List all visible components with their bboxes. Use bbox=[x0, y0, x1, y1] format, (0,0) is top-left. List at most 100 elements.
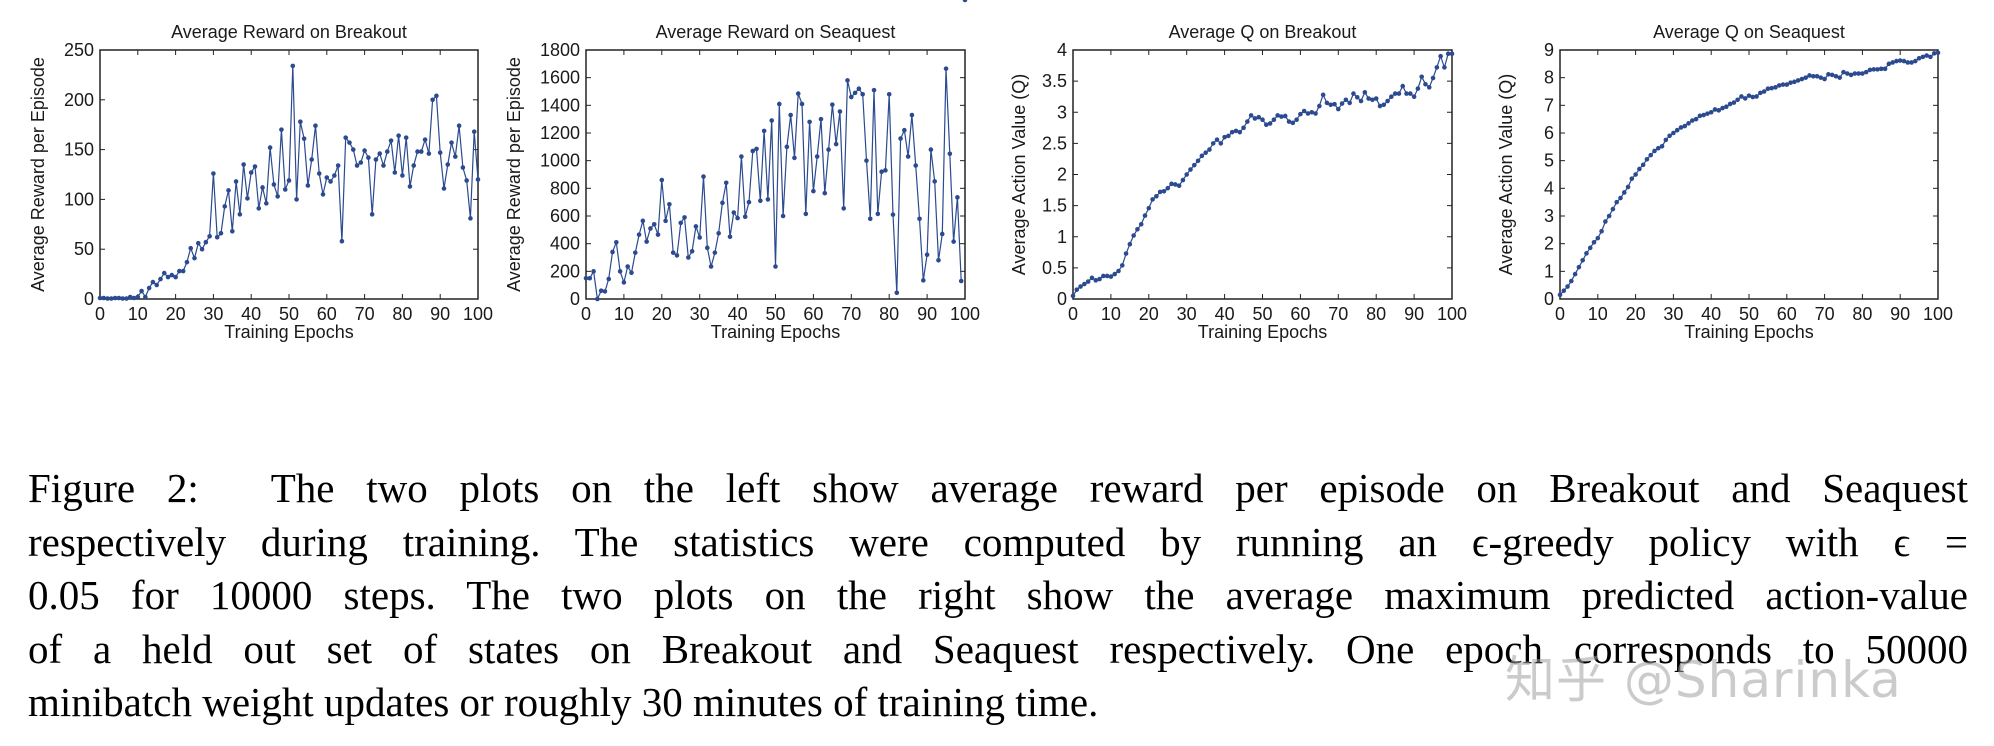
data-point bbox=[1434, 65, 1440, 70]
data-point bbox=[1765, 86, 1771, 92]
data-point bbox=[158, 276, 163, 282]
data-point bbox=[1142, 213, 1148, 218]
data-point bbox=[1671, 130, 1676, 136]
data-point bbox=[1818, 75, 1824, 80]
data-point bbox=[693, 224, 699, 229]
x-tick-label: 70 bbox=[1328, 304, 1348, 324]
data-point bbox=[625, 264, 630, 269]
data-point bbox=[1214, 137, 1220, 142]
data-point bbox=[663, 218, 668, 224]
data-point bbox=[271, 182, 277, 187]
data-point bbox=[1305, 111, 1311, 116]
data-point bbox=[1339, 101, 1345, 106]
data-point bbox=[651, 222, 657, 227]
y-tick-label: 600 bbox=[550, 206, 580, 226]
x-tick-label: 70 bbox=[1815, 304, 1835, 324]
data-point bbox=[1180, 177, 1186, 183]
data-point bbox=[309, 157, 314, 162]
data-point bbox=[1867, 67, 1873, 73]
data-point bbox=[127, 294, 133, 300]
data-point bbox=[856, 86, 862, 92]
data-point bbox=[617, 269, 623, 274]
data-point bbox=[890, 212, 896, 217]
data-point bbox=[1890, 60, 1895, 65]
data-point bbox=[256, 206, 262, 211]
data-point bbox=[214, 234, 220, 240]
data-point bbox=[1572, 271, 1578, 277]
data-point bbox=[1758, 90, 1763, 96]
data-point bbox=[1810, 73, 1816, 79]
data-point bbox=[1603, 219, 1608, 224]
data-point bbox=[1693, 116, 1699, 122]
data-point bbox=[758, 198, 763, 204]
x-tick-label: 40 bbox=[728, 304, 748, 324]
data-point bbox=[1735, 97, 1740, 103]
x-tick-label: 90 bbox=[430, 304, 450, 324]
y-axis-label: Average Action Value (Q) bbox=[1009, 74, 1029, 275]
data-point bbox=[1803, 75, 1808, 80]
data-point bbox=[1678, 125, 1684, 130]
data-point bbox=[860, 91, 865, 97]
data-point bbox=[105, 296, 110, 301]
data-point bbox=[708, 264, 714, 269]
data-point bbox=[1916, 56, 1922, 61]
data-point bbox=[1396, 91, 1402, 96]
x-tick-label: 30 bbox=[1177, 304, 1197, 324]
data-point bbox=[746, 199, 752, 205]
x-tick-label: 100 bbox=[1437, 304, 1467, 324]
data-point bbox=[871, 87, 877, 93]
data-point bbox=[1093, 278, 1099, 283]
data-point bbox=[682, 215, 687, 220]
data-point bbox=[1690, 118, 1695, 123]
data-point bbox=[1411, 94, 1417, 99]
data-point bbox=[441, 186, 447, 191]
data-point bbox=[689, 248, 695, 254]
data-point bbox=[1833, 73, 1839, 79]
data-point bbox=[286, 178, 292, 183]
data-point bbox=[1557, 292, 1563, 298]
data-point bbox=[822, 190, 828, 196]
data-point bbox=[898, 136, 903, 141]
data-point bbox=[1381, 102, 1387, 108]
chart-1: Average Reward on Breakout 0 10 20 30 40 50 60 7… bbox=[28, 22, 493, 342]
data-point bbox=[1358, 98, 1364, 104]
data-point bbox=[1674, 127, 1680, 133]
x-axis-label: Training Epochs bbox=[1198, 322, 1327, 342]
data-point bbox=[207, 233, 212, 239]
x-tick-label: 10 bbox=[1101, 304, 1121, 324]
data-point bbox=[316, 171, 322, 176]
data-point bbox=[373, 157, 379, 162]
chart-title: Average Q on Seaquest bbox=[1653, 22, 1845, 42]
x-tick-label: 0 bbox=[1068, 304, 1078, 324]
data-point bbox=[947, 151, 953, 157]
data-point bbox=[1773, 85, 1778, 90]
data-point bbox=[932, 179, 937, 184]
data-point bbox=[1569, 278, 1574, 284]
y-tick-label: 0 bbox=[84, 289, 94, 309]
y-tick-label: 9 bbox=[1544, 40, 1554, 60]
data-point bbox=[1324, 100, 1330, 106]
data-point bbox=[1373, 96, 1379, 101]
data-point bbox=[1336, 106, 1341, 112]
data-point bbox=[403, 135, 409, 140]
data-point bbox=[1769, 85, 1774, 91]
data-point bbox=[614, 239, 619, 245]
caption-line: respectively during training. The statis… bbox=[28, 518, 1968, 565]
caption-line: of a held out set of states on Breakout … bbox=[28, 625, 1968, 672]
data-point bbox=[252, 164, 258, 169]
data-point bbox=[1328, 102, 1334, 108]
data-point bbox=[211, 171, 216, 176]
data-point bbox=[1415, 86, 1421, 91]
data-point bbox=[1256, 114, 1262, 120]
data-point bbox=[1807, 73, 1812, 78]
data-point bbox=[894, 290, 900, 296]
y-tick-label: 3.5 bbox=[1042, 71, 1067, 91]
data-point bbox=[1313, 111, 1318, 116]
data-point bbox=[951, 239, 956, 244]
y-tick-label: 4 bbox=[1544, 178, 1554, 198]
data-point bbox=[1822, 76, 1827, 82]
data-point bbox=[282, 187, 288, 192]
data-point bbox=[958, 278, 964, 284]
x-tick-label: 100 bbox=[463, 304, 493, 324]
data-point bbox=[1580, 257, 1585, 263]
